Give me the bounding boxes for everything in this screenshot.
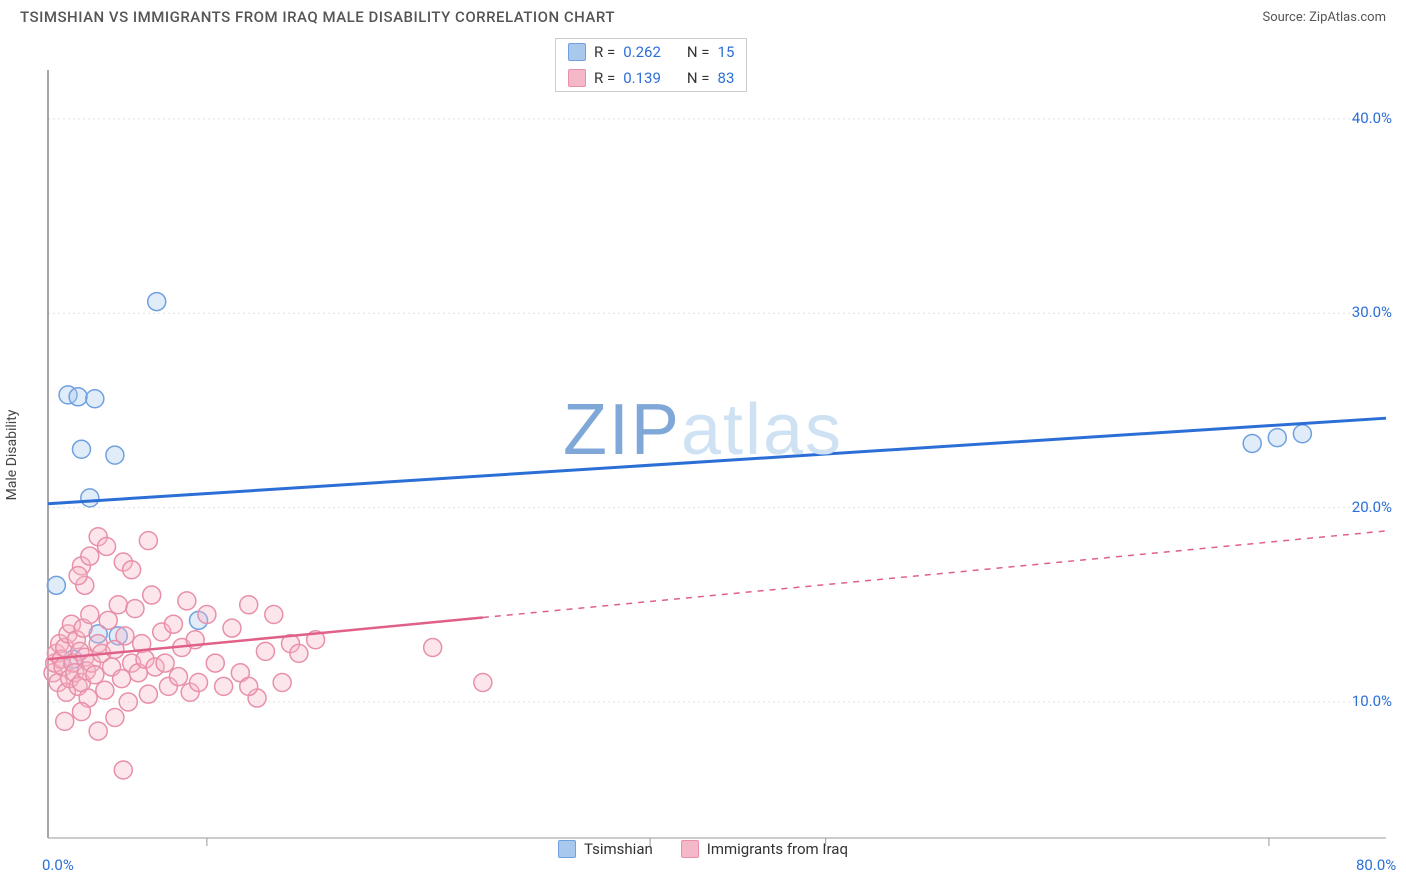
legend-label: Immigrants from Iraq bbox=[707, 840, 848, 858]
n-value: 15 bbox=[718, 43, 735, 61]
series-swatch bbox=[568, 43, 586, 61]
series-legend: Tsimshian Immigrants from Iraq bbox=[558, 840, 848, 858]
chart-area: Male Disability ZIPatlas R =0.262N =15R … bbox=[0, 30, 1406, 880]
y-tick-label: 40.0% bbox=[1352, 109, 1392, 127]
x-tick-label: 80.0% bbox=[1356, 856, 1396, 874]
n-value: 83 bbox=[718, 69, 735, 87]
y-axis-label: Male Disability bbox=[4, 410, 20, 501]
r-value: 0.139 bbox=[623, 69, 661, 87]
stats-row: R = 0.262 N = 15 bbox=[556, 39, 746, 65]
stats-row: R = 0.139 N = 83 bbox=[556, 65, 746, 91]
x-tick-label: 0.0% bbox=[42, 856, 74, 874]
series-swatch bbox=[568, 69, 586, 87]
source-credit: Source: ZipAtlas.com bbox=[1262, 10, 1386, 25]
header-bar: TSIMSHIAN VS IMMIGRANTS FROM IRAQ MALE D… bbox=[0, 0, 1406, 30]
chart-title: TSIMSHIAN VS IMMIGRANTS FROM IRAQ MALE D… bbox=[20, 8, 615, 26]
y-tick-label: 30.0% bbox=[1352, 303, 1392, 321]
series-swatch bbox=[558, 840, 576, 858]
n-label: N = bbox=[687, 43, 710, 61]
scatter-plot-svg bbox=[0, 30, 1406, 880]
stats-legend: R = 0.262 N = 15 R = 0.139 N = 83 bbox=[555, 38, 747, 92]
legend-item: Immigrants from Iraq bbox=[681, 840, 848, 858]
n-label: N = bbox=[687, 69, 710, 87]
series-swatch bbox=[681, 840, 699, 858]
y-tick-label: 20.0% bbox=[1352, 498, 1392, 516]
r-value: 0.262 bbox=[623, 43, 661, 61]
y-tick-label: 10.0% bbox=[1352, 692, 1392, 710]
legend-label: Tsimshian bbox=[584, 840, 653, 858]
legend-item: Tsimshian bbox=[558, 840, 653, 858]
r-label: R = bbox=[594, 69, 615, 87]
r-label: R = bbox=[594, 43, 615, 61]
